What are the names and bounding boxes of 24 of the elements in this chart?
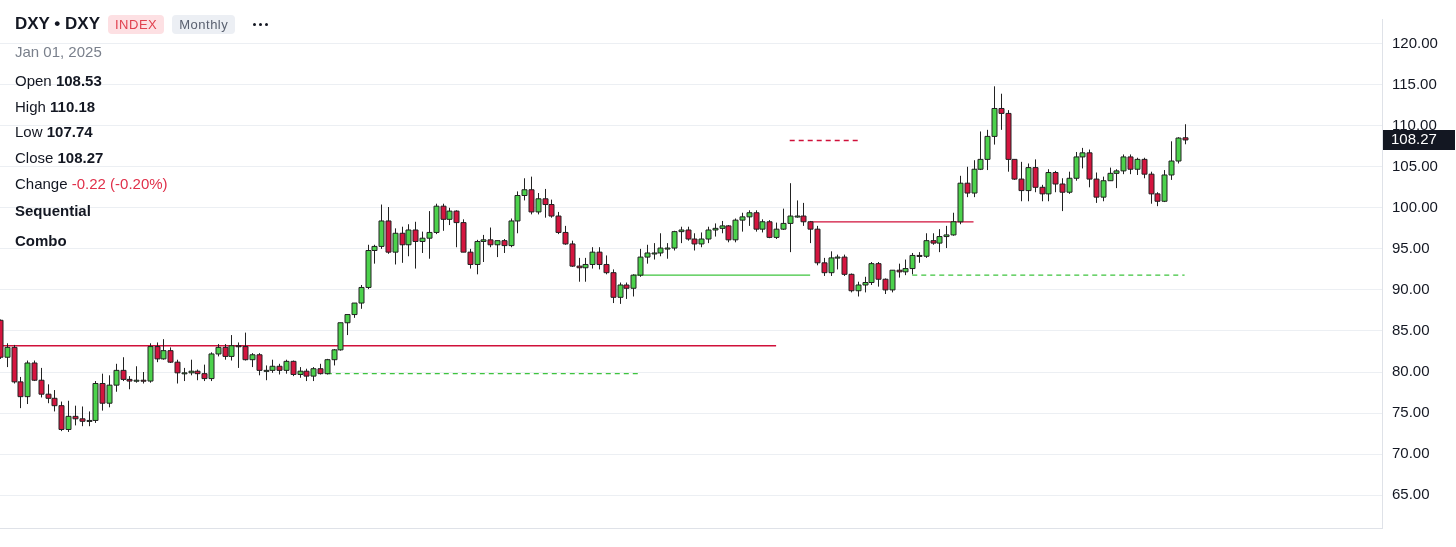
y-tick-label: 80.00 [1392,362,1430,380]
y-tick-label: 95.00 [1392,239,1430,257]
y-tick-label: 85.00 [1392,321,1430,339]
annotation: Open 108.53 [15,72,102,89]
annotation: Close 108.27 [15,149,104,167]
y-tick-label: 120.00 [1392,33,1438,51]
y-tick-label: 100.00 [1392,197,1438,215]
annotation: High 110.18 [15,97,96,115]
y-tick-label: 110.00 [1392,115,1437,133]
annotation: Change -0.22 (-0.20%) [15,174,168,192]
text: Jan 01, 2025 [15,43,102,60]
y-tick-label: 115.00 [1392,74,1437,92]
annotation: INDEX [108,14,165,34]
chart-title: DXY • DXY [15,14,100,34]
annotation: Sequential [15,202,91,219]
y-tick-label: 70.00 [1392,444,1430,462]
y-tick-label: 65.00 [1392,485,1430,503]
y-tick-label: 105.00 [1392,156,1438,174]
annotation: Low 107.74 [15,123,93,141]
annotation: Monthly [172,14,236,34]
y-tick-label: 90.00 [1392,280,1430,298]
text: 108.27 [1391,130,1437,148]
annotation: Combo [15,232,67,249]
y-tick-label: 75.00 [1392,403,1430,421]
